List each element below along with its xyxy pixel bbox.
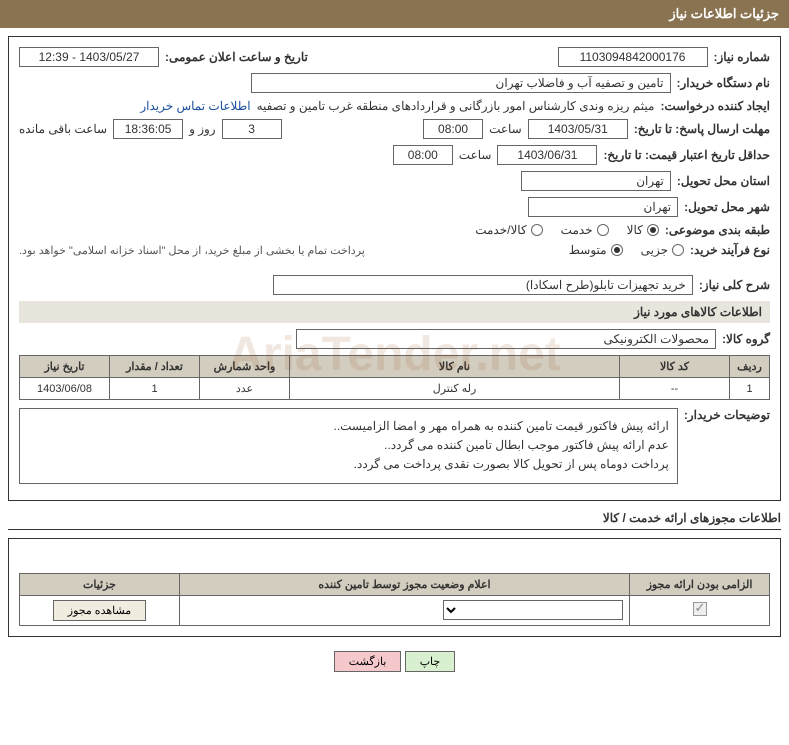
th-unit: واحد شمارش (200, 356, 290, 378)
category-label: طبقه بندی موضوعی: (665, 223, 770, 237)
th-qty: تعداد / مقدار (110, 356, 200, 378)
buyer-note-1: ارائه پیش فاکتور قیمت تامین کننده به همر… (28, 417, 669, 436)
group-label: گروه کالا: (722, 332, 770, 346)
price-valid-label: حداقل تاریخ اعتبار قیمت: تا تاریخ: (603, 148, 770, 162)
cell-date: 1403/06/08 (20, 378, 110, 400)
category-radio-group: کالا خدمت کالا/خدمت (475, 223, 659, 237)
desc-field: خرید تجهیزات تابلو(طرح اسکادا) (273, 275, 693, 295)
th-status: اعلام وضعیت مجوز توسط تامین کننده (180, 573, 630, 595)
page-header: جزئیات اطلاعات نیاز (0, 0, 789, 28)
cell-unit: عدد (200, 378, 290, 400)
radio-medium[interactable] (611, 244, 623, 256)
back-button[interactable]: بازگشت (334, 651, 402, 672)
cell-details: مشاهده مجوز (20, 595, 180, 625)
buyer-org-label: نام دستگاه خریدار: (677, 76, 771, 90)
time-label-2: ساعت (459, 148, 492, 162)
goods-table: ردیف کد کالا نام کالا واحد شمارش تعداد /… (19, 355, 770, 400)
process-label: نوع فرآیند خرید: (690, 243, 770, 257)
city-label: شهر محل تحویل: (684, 200, 770, 214)
radio-goods[interactable] (647, 224, 659, 236)
main-box: AriaTender.net شماره نیاز: 1103094842000… (8, 36, 781, 501)
radio-goods-service-label: کالا/خدمت (475, 223, 526, 237)
radio-partial-label: جزیی (641, 243, 668, 257)
radio-service[interactable] (597, 224, 609, 236)
province-label: استان محل تحویل: (677, 174, 770, 188)
days-and-label: روز و (189, 122, 216, 136)
days-field: 3 (222, 119, 282, 139)
buyer-note-2: عدم ارائه پیش فاکتور موجب ابطال تامین کن… (28, 436, 669, 455)
page-title: جزئیات اطلاعات نیاز (669, 6, 779, 21)
radio-goods-label: کالا (627, 223, 643, 237)
remaining-label: ساعت باقی مانده (19, 122, 107, 136)
cell-code: -- (620, 378, 730, 400)
province-field: تهران (521, 171, 671, 191)
desc-label: شرح کلی نیاز: (699, 278, 770, 292)
mandatory-checkbox (693, 602, 707, 616)
th-details: جزئیات (20, 573, 180, 595)
buyer-notes-field: ارائه پیش فاکتور قیمت تامین کننده به همر… (19, 408, 678, 484)
view-license-button[interactable]: مشاهده مجوز (53, 600, 146, 621)
th-date: تاریخ نیاز (20, 356, 110, 378)
reply-date-field: 1403/05/31 (528, 119, 628, 139)
payment-note: پرداخت تمام یا بخشی از مبلغ خرید، از محل… (19, 244, 365, 257)
cell-name: رله کنترل (290, 378, 620, 400)
buyer-org-field: تامین و تصفیه آب و فاضلاب تهران (251, 73, 671, 93)
th-code: کد کالا (620, 356, 730, 378)
goods-section-title: اطلاعات کالاهای مورد نیاز (19, 301, 770, 323)
remaining-time-field: 18:36:05 (113, 119, 183, 139)
license-table: الزامی بودن ارائه مجوز اعلام وضعیت مجوز … (19, 573, 770, 626)
price-valid-date-field: 1403/06/31 (497, 145, 597, 165)
group-field: محصولات الکترونیکی (296, 329, 716, 349)
th-mandatory: الزامی بودن ارائه مجوز (630, 573, 770, 595)
cell-qty: 1 (110, 378, 200, 400)
reply-deadline-label: مهلت ارسال پاسخ: تا تاریخ: (634, 122, 770, 136)
cell-mandatory (630, 595, 770, 625)
cell-status (180, 595, 630, 625)
radio-partial[interactable] (672, 244, 684, 256)
license-section-title: اطلاعات مجوزهای ارائه خدمت / کالا (8, 511, 781, 530)
announce-date-label: تاریخ و ساعت اعلان عمومی: (165, 50, 308, 64)
buyer-contact-link[interactable]: اطلاعات تماس خریدار (140, 99, 250, 113)
button-row: چاپ بازگشت (0, 651, 789, 672)
reply-time-field: 08:00 (423, 119, 483, 139)
city-field: تهران (528, 197, 678, 217)
radio-service-label: خدمت (561, 223, 593, 237)
process-radio-group: جزیی متوسط (569, 243, 684, 257)
radio-goods-service[interactable] (531, 224, 543, 236)
time-label-1: ساعت (489, 122, 522, 136)
th-row: ردیف (730, 356, 770, 378)
buyer-note-3: پرداخت دوماه پس از تحویل کالا بصورت نقدی… (28, 455, 669, 474)
need-no-label: شماره نیاز: (714, 50, 770, 64)
announce-date-field: 1403/05/27 - 12:39 (19, 47, 159, 67)
buyer-notes-label: توضیحات خریدار: (684, 408, 770, 422)
cell-row: 1 (730, 378, 770, 400)
th-name: نام کالا (290, 356, 620, 378)
print-button[interactable]: چاپ (405, 651, 456, 672)
license-box: الزامی بودن ارائه مجوز اعلام وضعیت مجوز … (8, 538, 781, 637)
license-row: مشاهده مجوز (20, 595, 770, 625)
status-select[interactable] (443, 600, 623, 620)
radio-medium-label: متوسط (569, 243, 607, 257)
requester-field: میثم ریزه وندی کارشناس امور بازرگانی و ق… (257, 99, 655, 113)
need-no-field: 1103094842000176 (558, 47, 708, 67)
requester-label: ایجاد کننده درخواست: (660, 99, 770, 113)
table-row: 1 -- رله کنترل عدد 1 1403/06/08 (20, 378, 770, 400)
price-valid-time-field: 08:00 (393, 145, 453, 165)
